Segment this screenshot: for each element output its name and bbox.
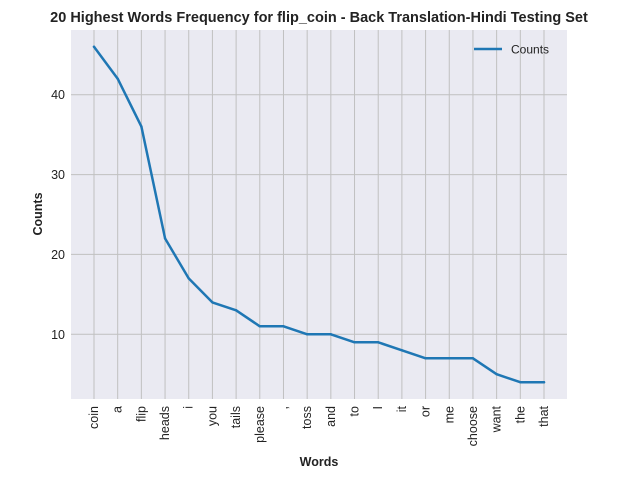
series-layer [92,45,546,384]
data-point [305,333,309,336]
grid-lines [71,30,567,399]
x-tick-label: you [205,406,219,426]
data-point [377,341,380,344]
data-point [519,381,522,384]
x-tick-label: I [371,406,385,409]
data-point [187,277,190,280]
y-tick-labels: 10 20 30 40 [51,88,65,342]
data-point [329,333,333,336]
data-point [495,373,498,376]
series-line-counts [92,45,546,384]
x-tick-label: heads [158,406,172,440]
data-point [400,349,404,352]
y-tick-label: 30 [51,168,65,182]
x-tick-label: want [490,405,504,433]
x-tick-label: flip [134,406,148,422]
data-point [471,357,475,360]
x-tick-label: it [395,405,409,412]
data-point [282,325,285,328]
x-tick-label: the [513,406,527,423]
x-tick-label: please [253,406,267,443]
y-tick-label: 20 [51,248,65,262]
x-tick-label: choose [466,406,480,446]
x-axis-label: Words [300,455,339,469]
y-tick-label: 40 [51,88,65,102]
y-tick-label: 10 [51,328,65,342]
legend-label: Counts [511,43,549,57]
chart-title: 20 Highest Words Frequency for flip_coin… [50,10,588,26]
data-point [211,301,214,304]
x-tick-label: or [419,406,433,417]
data-point [424,357,427,360]
data-point [140,125,143,128]
x-tick-label: a [111,406,125,413]
y-axis-label: Counts [31,192,45,235]
data-point [542,381,546,384]
data-point [234,309,238,312]
x-tick-label: me [442,406,456,423]
x-tick-label: tails [229,406,243,428]
x-tick-label: to [348,406,362,416]
x-tick-label: that [537,405,551,426]
x-tick-label: coin [87,406,101,429]
data-point [163,237,167,240]
x-tick-labels: coin a flip heads i you tails please, toss and to I… [87,405,551,446]
x-tick-label: toss [300,406,314,429]
legend: Counts [474,43,549,57]
x-tick-label: , [276,406,290,409]
data-point [258,325,261,328]
x-tick-label: and [324,406,338,427]
data-point [353,341,356,344]
plot-area [71,30,567,399]
data-point [448,357,451,360]
data-point [92,45,96,48]
data-point [116,77,119,80]
x-tick-label: i [182,406,196,409]
